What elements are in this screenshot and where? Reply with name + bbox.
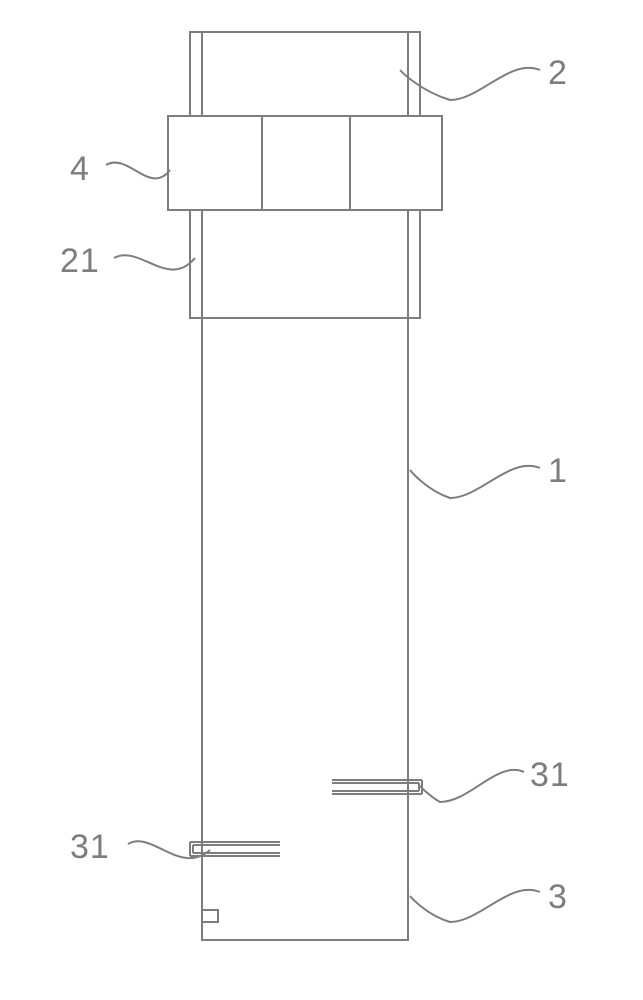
callout-label-4: 4 bbox=[70, 150, 90, 189]
callout-label-31: 31 bbox=[530, 756, 570, 795]
callout-label-2: 2 bbox=[548, 54, 568, 93]
callout-label-31: 31 bbox=[70, 828, 110, 867]
callout-label-21: 21 bbox=[60, 242, 100, 281]
callout-label-3: 3 bbox=[548, 878, 568, 917]
callout-label-1: 1 bbox=[548, 452, 568, 491]
